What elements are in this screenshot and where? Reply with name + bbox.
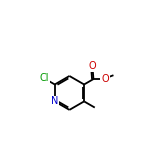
- Text: Cl: Cl: [39, 73, 49, 83]
- Text: N: N: [51, 96, 59, 106]
- Text: O: O: [89, 61, 97, 71]
- Text: O: O: [101, 74, 109, 84]
